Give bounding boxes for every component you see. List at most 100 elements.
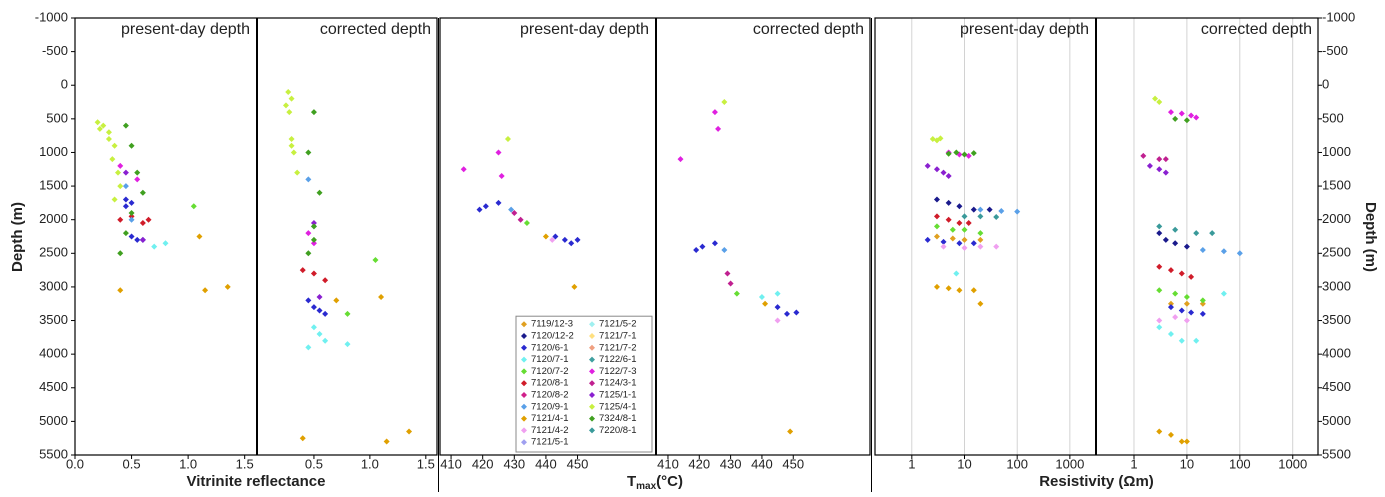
x-tick-label: 100 — [1229, 456, 1251, 471]
data-point — [196, 233, 203, 240]
legend-marker — [589, 356, 595, 363]
data-point — [114, 169, 121, 176]
legend-marker — [589, 392, 595, 398]
y-tick-label: -1000 — [35, 9, 68, 24]
data-point — [956, 240, 963, 247]
data-point — [1172, 290, 1179, 297]
x-tick-label: 1.0 — [361, 456, 379, 471]
x-tick-label: 10 — [957, 456, 971, 471]
data-point — [933, 196, 940, 203]
data-point — [1172, 226, 1179, 233]
data-point — [122, 122, 129, 129]
data-point — [1199, 300, 1206, 307]
data-point — [100, 122, 107, 129]
legend-marker — [521, 344, 527, 351]
data-point — [1140, 152, 1147, 159]
data-point — [993, 214, 1000, 221]
data-point — [1162, 156, 1169, 163]
data-point — [316, 307, 323, 314]
data-point — [128, 199, 135, 206]
data-point — [924, 162, 931, 169]
data-point — [1188, 112, 1195, 119]
data-point — [322, 337, 329, 344]
x-axis-label: Resistivity (Ωm) — [1039, 473, 1154, 490]
legend-marker — [521, 333, 527, 339]
data-point — [96, 125, 103, 132]
data-point — [286, 109, 293, 116]
data-point — [961, 244, 968, 251]
data-point — [310, 324, 317, 331]
x-tick-label: 410 — [657, 456, 679, 471]
data-point — [1156, 317, 1163, 324]
x-tick-label: 1000 — [1278, 456, 1307, 471]
y-tick-label-right: 1500 — [1322, 178, 1351, 193]
data-point — [128, 213, 135, 220]
data-point — [1156, 287, 1163, 294]
data-point — [316, 189, 323, 196]
data-point — [940, 238, 947, 245]
data-point — [733, 290, 740, 297]
legend-label: 7324/8-1 — [599, 413, 637, 424]
x-axis-label: Tmax(°C) — [627, 473, 683, 492]
x-tick-label: 1.5 — [417, 456, 435, 471]
data-point — [224, 283, 231, 290]
data-point — [122, 196, 129, 203]
y-tick-label-right: 0 — [1322, 77, 1329, 92]
x-axis-label-part: T — [627, 473, 636, 490]
data-point — [1167, 267, 1174, 274]
data-point — [945, 216, 952, 223]
data-point — [305, 297, 312, 304]
data-point — [122, 230, 129, 237]
y-tick-label-right: 3000 — [1322, 278, 1351, 293]
data-point — [977, 243, 984, 250]
x-tick-label: 440 — [751, 456, 773, 471]
data-point — [288, 142, 295, 149]
data-point — [1183, 438, 1190, 445]
data-point — [111, 196, 118, 203]
data-point — [1199, 246, 1206, 253]
y-tick-label-right: 2500 — [1322, 245, 1351, 260]
data-point — [933, 223, 940, 230]
data-point — [1188, 309, 1195, 316]
data-point — [1178, 270, 1185, 277]
data-point — [495, 149, 502, 156]
x-tick-label: 1 — [1130, 456, 1137, 471]
y-tick-label: 3500 — [39, 312, 68, 327]
y-tick-label: 5500 — [39, 446, 68, 461]
data-point — [290, 149, 297, 156]
legend-box — [515, 315, 653, 453]
y-tick-label-right: 500 — [1322, 110, 1344, 125]
data-point — [109, 156, 116, 163]
data-point — [1146, 162, 1153, 169]
legend-label: 7121/7-1 — [599, 331, 637, 342]
data-point — [986, 206, 993, 213]
y-tick-label-right: 5000 — [1322, 413, 1351, 428]
y-tick-label: 3000 — [39, 278, 68, 293]
data-point — [202, 287, 209, 294]
data-point — [970, 240, 977, 247]
y-tick-label-right: -500 — [1322, 43, 1348, 58]
legend-label: 7119/12-3 — [531, 319, 573, 330]
legend-label: 7121/7-2 — [599, 342, 637, 353]
data-point — [1178, 307, 1185, 314]
x-axis-label-part: Resistivity (Ωm) — [1039, 473, 1154, 490]
data-point — [940, 243, 947, 250]
data-point — [383, 438, 390, 445]
data-point — [1199, 310, 1206, 317]
data-point — [105, 129, 112, 136]
data-point — [117, 287, 124, 294]
data-point — [151, 243, 158, 250]
data-point — [511, 209, 518, 216]
data-point — [711, 240, 718, 247]
data-point — [940, 169, 947, 176]
data-point — [953, 270, 960, 277]
legend-marker — [521, 380, 527, 387]
data-point — [1156, 166, 1163, 173]
data-point — [945, 172, 952, 179]
data-point — [542, 233, 549, 240]
x-tick-label: 450 — [567, 456, 589, 471]
y-tick-label: 2000 — [39, 211, 68, 226]
legend-marker — [589, 427, 595, 434]
data-point — [1156, 156, 1163, 163]
data-point — [122, 203, 129, 210]
